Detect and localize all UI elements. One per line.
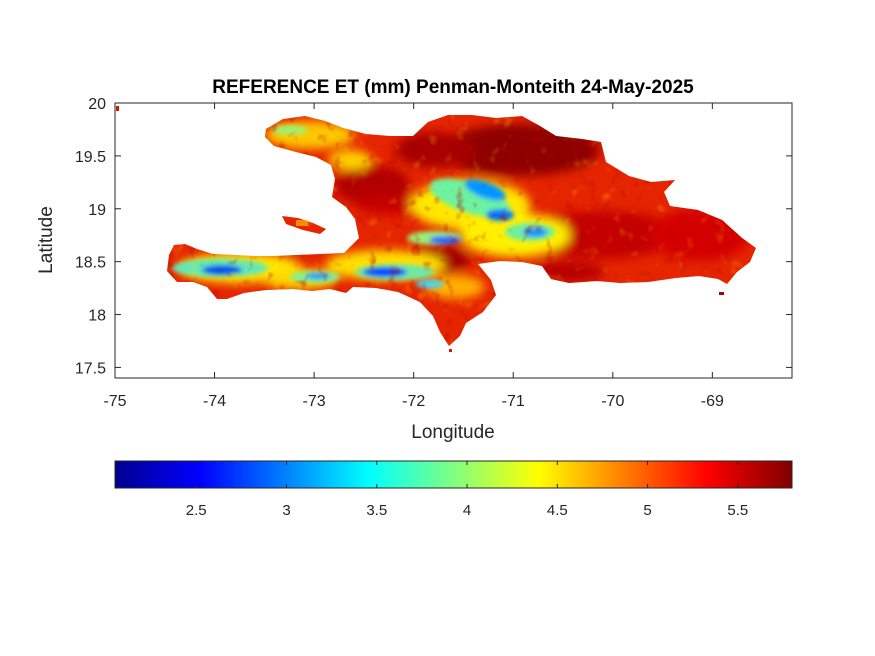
y-tick-label: 18 xyxy=(88,308,106,325)
y-tick-label: 20 xyxy=(88,96,106,113)
colorbar-tick-label: 5 xyxy=(643,502,651,519)
y-tick-label: 19.5 xyxy=(75,149,106,166)
chart-title: REFERENCE ET (mm) Penman-Monteith 24-May… xyxy=(212,77,694,98)
x-tick-label: -74 xyxy=(203,393,226,410)
x-tick-label: -73 xyxy=(303,393,326,410)
y-axis: 17.5 18 18.5 19 19.5 20 xyxy=(75,96,792,377)
x-tick-label: -72 xyxy=(402,393,425,410)
y-tick-label: 18.5 xyxy=(75,255,106,272)
colorbar-axis: 2.5 3 3.5 4 4.5 5 5.5 xyxy=(186,461,748,519)
colorbar-tick-label: 3 xyxy=(282,502,290,519)
colorbar-tick-label: 5.5 xyxy=(727,502,748,519)
y-tick-label: 17.5 xyxy=(75,360,106,377)
x-tick-label: -70 xyxy=(601,393,624,410)
colorbar-tick-label: 2.5 xyxy=(186,502,207,519)
y-axis-label: Latitude xyxy=(36,206,57,274)
colorbar-tick-label: 3.5 xyxy=(366,502,387,519)
colorbar-tick-label: 4.5 xyxy=(547,502,568,519)
x-tick-label: -75 xyxy=(103,393,126,410)
x-tick-label: -71 xyxy=(502,393,525,410)
y-tick-label: 19 xyxy=(88,202,106,219)
x-axis-label: Longitude xyxy=(411,422,494,443)
x-tick-label: -69 xyxy=(701,393,724,410)
colorbar xyxy=(114,460,793,489)
x-axis: -75 -74 -73 -72 -71 -70 -69 xyxy=(103,103,724,410)
colorbar-tick-label: 4 xyxy=(463,502,471,519)
